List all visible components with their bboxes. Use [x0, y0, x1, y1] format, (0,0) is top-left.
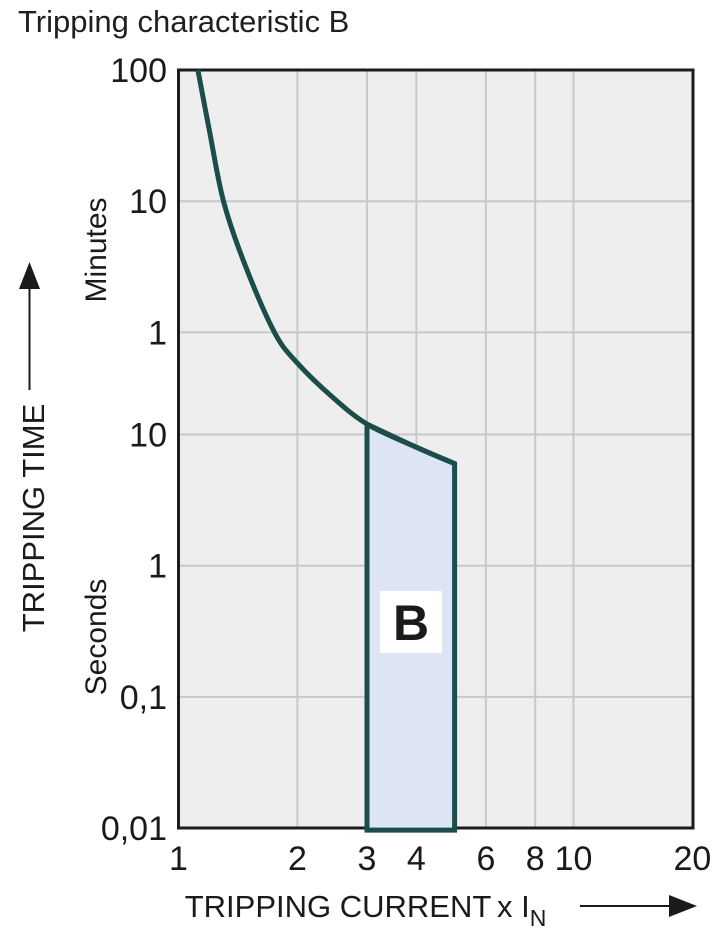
x-tick-label: 6	[476, 840, 495, 878]
x-axis-arrow-icon	[580, 895, 697, 917]
page-title: Tripping characteristic B	[18, 4, 350, 39]
region-label: B	[393, 595, 429, 651]
y-axis-tick-labels: 100 10 1 10 1 0,1 0,01	[101, 52, 167, 848]
x-tick-label: 1	[169, 840, 188, 878]
x-axis-tick-labels: 1 2 3 4 6 8 10 20	[169, 840, 711, 878]
y-unit-seconds: Seconds	[80, 579, 113, 696]
x-tick-label: 3	[358, 840, 377, 878]
y-tick-label: 10	[129, 183, 167, 221]
x-tick-label: 4	[407, 840, 426, 878]
y-tick-label: 100	[110, 52, 167, 90]
x-tick-label: 20	[673, 840, 711, 878]
x-tick-label: 2	[288, 840, 307, 878]
x-tick-label: 10	[555, 840, 593, 878]
y-axis-arrow-icon	[19, 262, 40, 390]
y-tick-label: 0,1	[120, 679, 167, 717]
tripping-curve	[195, 69, 456, 466]
x-axis-unit: x IN	[497, 889, 546, 931]
region-label-box	[380, 591, 442, 653]
y-tick-label: 1	[148, 548, 167, 586]
x-axis-title: TRIPPING CURRENT	[185, 889, 492, 924]
y-axis-title: TRIPPING TIME	[16, 404, 51, 633]
y-tick-label: 1	[148, 314, 167, 352]
x-tick-label: 8	[526, 840, 545, 878]
y-tick-label: 0,01	[101, 810, 167, 848]
y-tick-label: 10	[129, 417, 167, 455]
y-unit-minutes: Minutes	[80, 197, 113, 302]
